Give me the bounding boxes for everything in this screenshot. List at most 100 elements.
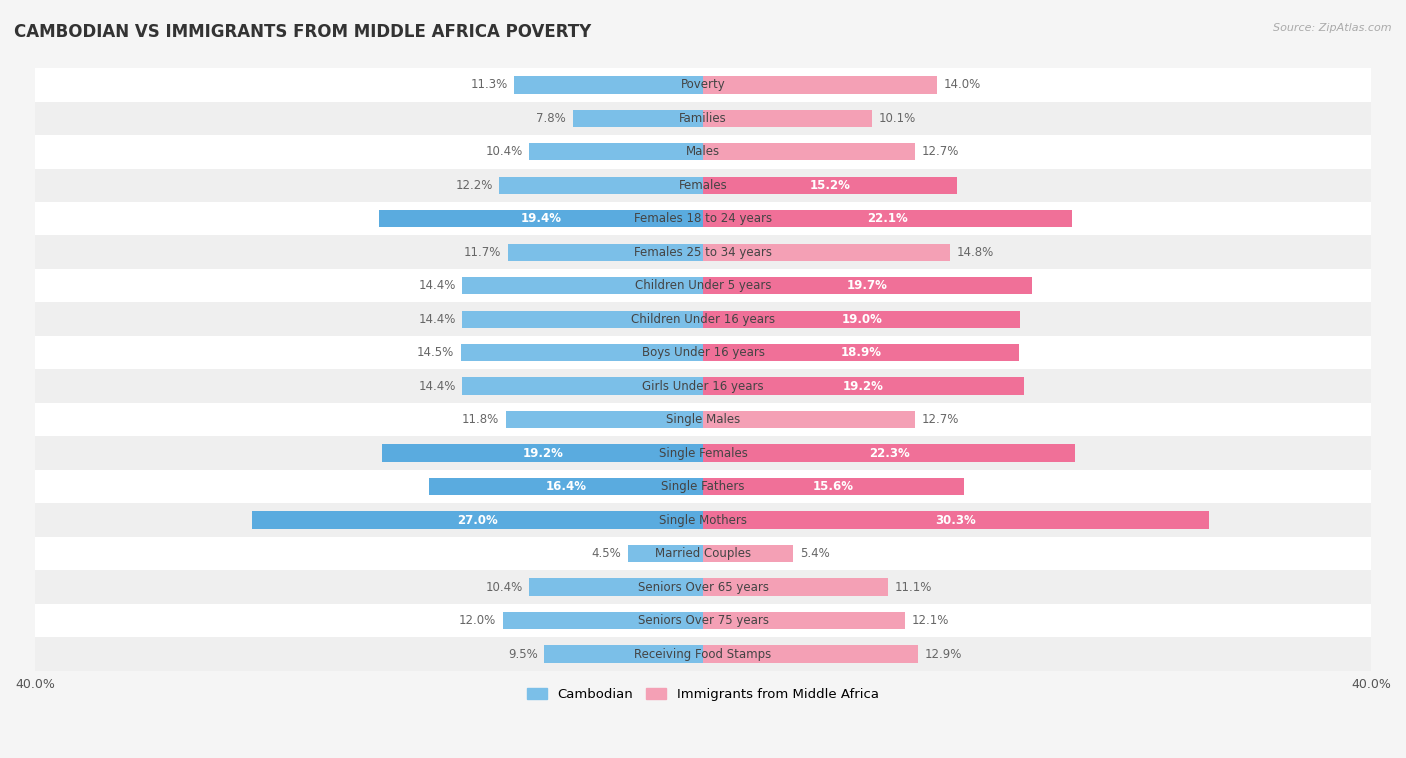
Text: 15.2%: 15.2%: [810, 179, 851, 192]
Legend: Cambodian, Immigrants from Middle Africa: Cambodian, Immigrants from Middle Africa: [522, 683, 884, 706]
Bar: [703, 377, 1024, 395]
Text: Females 18 to 24 years: Females 18 to 24 years: [634, 212, 772, 225]
Bar: [35, 236, 1371, 269]
Bar: [463, 277, 703, 294]
Text: 11.7%: 11.7%: [464, 246, 501, 258]
Text: 27.0%: 27.0%: [457, 514, 498, 527]
Text: 30.3%: 30.3%: [935, 514, 976, 527]
Bar: [35, 202, 1371, 236]
Bar: [529, 143, 703, 161]
Text: 14.8%: 14.8%: [957, 246, 994, 258]
Text: 12.9%: 12.9%: [925, 647, 963, 661]
Bar: [35, 470, 1371, 503]
Text: 10.4%: 10.4%: [485, 146, 523, 158]
Bar: [35, 537, 1371, 570]
Text: 10.1%: 10.1%: [879, 111, 915, 125]
Bar: [35, 570, 1371, 604]
Bar: [35, 369, 1371, 403]
Text: 10.4%: 10.4%: [485, 581, 523, 594]
Bar: [35, 403, 1371, 437]
Text: 12.0%: 12.0%: [458, 614, 496, 627]
Text: Single Females: Single Females: [658, 446, 748, 459]
Bar: [35, 437, 1371, 470]
Text: 4.5%: 4.5%: [592, 547, 621, 560]
Text: 12.1%: 12.1%: [911, 614, 949, 627]
Text: 15.6%: 15.6%: [813, 480, 853, 493]
Text: Boys Under 16 years: Boys Under 16 years: [641, 346, 765, 359]
Text: Children Under 16 years: Children Under 16 years: [631, 313, 775, 326]
Text: CAMBODIAN VS IMMIGRANTS FROM MIDDLE AFRICA POVERTY: CAMBODIAN VS IMMIGRANTS FROM MIDDLE AFRI…: [14, 23, 592, 41]
Text: 7.8%: 7.8%: [536, 111, 567, 125]
Text: 14.4%: 14.4%: [419, 279, 456, 293]
Text: 11.8%: 11.8%: [463, 413, 499, 426]
Bar: [508, 243, 703, 261]
Text: 11.1%: 11.1%: [896, 581, 932, 594]
Text: 19.2%: 19.2%: [844, 380, 884, 393]
Text: 14.0%: 14.0%: [943, 78, 981, 91]
Bar: [506, 411, 703, 428]
Text: Seniors Over 75 years: Seniors Over 75 years: [637, 614, 769, 627]
Text: 12.7%: 12.7%: [922, 413, 959, 426]
Text: Children Under 5 years: Children Under 5 years: [634, 279, 772, 293]
Bar: [35, 302, 1371, 336]
Text: Females 25 to 34 years: Females 25 to 34 years: [634, 246, 772, 258]
Text: Girls Under 16 years: Girls Under 16 years: [643, 380, 763, 393]
Text: Single Fathers: Single Fathers: [661, 480, 745, 493]
Bar: [35, 637, 1371, 671]
Bar: [703, 478, 963, 496]
Bar: [703, 645, 918, 662]
Text: Poverty: Poverty: [681, 78, 725, 91]
Text: Receiving Food Stamps: Receiving Food Stamps: [634, 647, 772, 661]
Text: 19.2%: 19.2%: [522, 446, 562, 459]
Bar: [252, 512, 703, 529]
Text: Single Males: Single Males: [666, 413, 740, 426]
Bar: [628, 545, 703, 562]
Bar: [382, 444, 703, 462]
Text: 12.2%: 12.2%: [456, 179, 492, 192]
Bar: [703, 411, 915, 428]
Text: 5.4%: 5.4%: [800, 547, 830, 560]
Bar: [35, 168, 1371, 202]
Text: 16.4%: 16.4%: [546, 480, 586, 493]
Text: 19.7%: 19.7%: [846, 279, 889, 293]
Text: 18.9%: 18.9%: [841, 346, 882, 359]
Text: Married Couples: Married Couples: [655, 547, 751, 560]
Bar: [703, 344, 1019, 362]
Bar: [544, 645, 703, 662]
Bar: [380, 210, 703, 227]
Text: Males: Males: [686, 146, 720, 158]
Bar: [703, 311, 1021, 328]
Bar: [703, 177, 957, 194]
Text: Single Mothers: Single Mothers: [659, 514, 747, 527]
Bar: [35, 269, 1371, 302]
Bar: [703, 578, 889, 596]
Bar: [572, 110, 703, 127]
Bar: [515, 76, 703, 93]
Text: Source: ZipAtlas.com: Source: ZipAtlas.com: [1274, 23, 1392, 33]
Bar: [35, 135, 1371, 168]
Bar: [529, 578, 703, 596]
Bar: [703, 143, 915, 161]
Bar: [703, 512, 1209, 529]
Bar: [703, 545, 793, 562]
Bar: [703, 612, 905, 629]
Text: 19.0%: 19.0%: [841, 313, 882, 326]
Bar: [461, 344, 703, 362]
Bar: [429, 478, 703, 496]
Bar: [703, 243, 950, 261]
Bar: [703, 76, 936, 93]
Text: 14.4%: 14.4%: [419, 313, 456, 326]
Text: 22.3%: 22.3%: [869, 446, 910, 459]
Text: 22.1%: 22.1%: [868, 212, 908, 225]
Bar: [463, 311, 703, 328]
Bar: [463, 377, 703, 395]
Text: 12.7%: 12.7%: [922, 146, 959, 158]
Bar: [703, 277, 1032, 294]
Bar: [502, 612, 703, 629]
Text: Families: Families: [679, 111, 727, 125]
Text: 19.4%: 19.4%: [520, 212, 561, 225]
Bar: [35, 68, 1371, 102]
Bar: [703, 444, 1076, 462]
Bar: [35, 102, 1371, 135]
Text: 11.3%: 11.3%: [471, 78, 508, 91]
